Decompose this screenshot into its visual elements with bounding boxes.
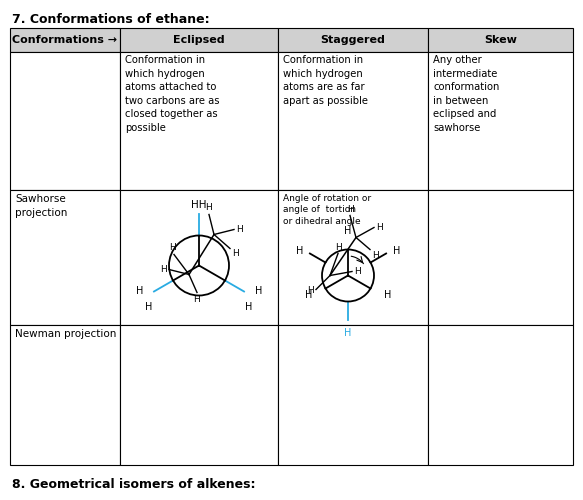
Text: Skew: Skew — [484, 35, 517, 45]
Bar — [428, 28, 573, 52]
Text: Conformations →: Conformations → — [12, 35, 118, 45]
Text: H: H — [255, 286, 262, 296]
Text: Any other
intermediate
conformation
in between
eclipsed and
sawhorse: Any other intermediate conformation in b… — [433, 55, 500, 133]
Text: H: H — [170, 244, 177, 252]
Bar — [278, 325, 428, 465]
Bar — [278, 28, 428, 52]
Text: H: H — [236, 225, 243, 234]
Text: H: H — [345, 226, 352, 235]
Text: Eclipsed: Eclipsed — [173, 35, 225, 45]
Bar — [10, 325, 120, 465]
Text: H: H — [392, 246, 400, 256]
Text: H: H — [347, 204, 353, 214]
Bar — [10, 190, 120, 325]
Text: 8. Geometrical isomers of alkenes:: 8. Geometrical isomers of alkenes: — [12, 478, 255, 491]
Text: H: H — [145, 302, 153, 312]
Bar — [10, 28, 120, 52]
Text: H: H — [136, 286, 143, 296]
Text: Conformation in
which hydrogen
atoms are as far
apart as possible: Conformation in which hydrogen atoms are… — [283, 55, 368, 106]
Text: Angle of rotation or
angle of  tortion
or dihedral angle: Angle of rotation or angle of tortion or… — [283, 194, 371, 226]
Text: Staggered: Staggered — [321, 35, 385, 45]
Text: Newman projection: Newman projection — [15, 329, 117, 339]
Text: H: H — [307, 286, 314, 295]
Text: H: H — [384, 290, 391, 300]
Text: H: H — [305, 290, 312, 300]
Text: H: H — [335, 242, 342, 252]
Bar — [10, 52, 120, 190]
Bar — [120, 325, 278, 465]
Bar — [120, 28, 278, 52]
Text: H: H — [296, 246, 303, 256]
Bar — [428, 190, 573, 325]
Text: H: H — [354, 267, 361, 276]
Text: Conformation in
which hydrogen
atoms attached to
two carbons are as
closed toget: Conformation in which hydrogen atoms att… — [125, 55, 220, 133]
Text: H: H — [345, 328, 352, 338]
Text: H: H — [160, 265, 167, 274]
Bar — [428, 52, 573, 190]
Text: H: H — [372, 250, 379, 260]
Bar — [278, 190, 428, 325]
Text: H: H — [206, 204, 212, 212]
Text: H: H — [232, 250, 239, 258]
Text: 7. Conformations of ethane:: 7. Conformations of ethane: — [12, 13, 210, 26]
Bar — [120, 52, 278, 190]
Bar — [120, 190, 278, 325]
Text: H: H — [376, 223, 383, 232]
Text: H: H — [245, 302, 252, 312]
Text: Sawhorse
projection: Sawhorse projection — [15, 194, 68, 218]
Text: H: H — [194, 296, 201, 304]
Bar — [428, 325, 573, 465]
Text: HH: HH — [191, 200, 207, 209]
Bar — [278, 52, 428, 190]
